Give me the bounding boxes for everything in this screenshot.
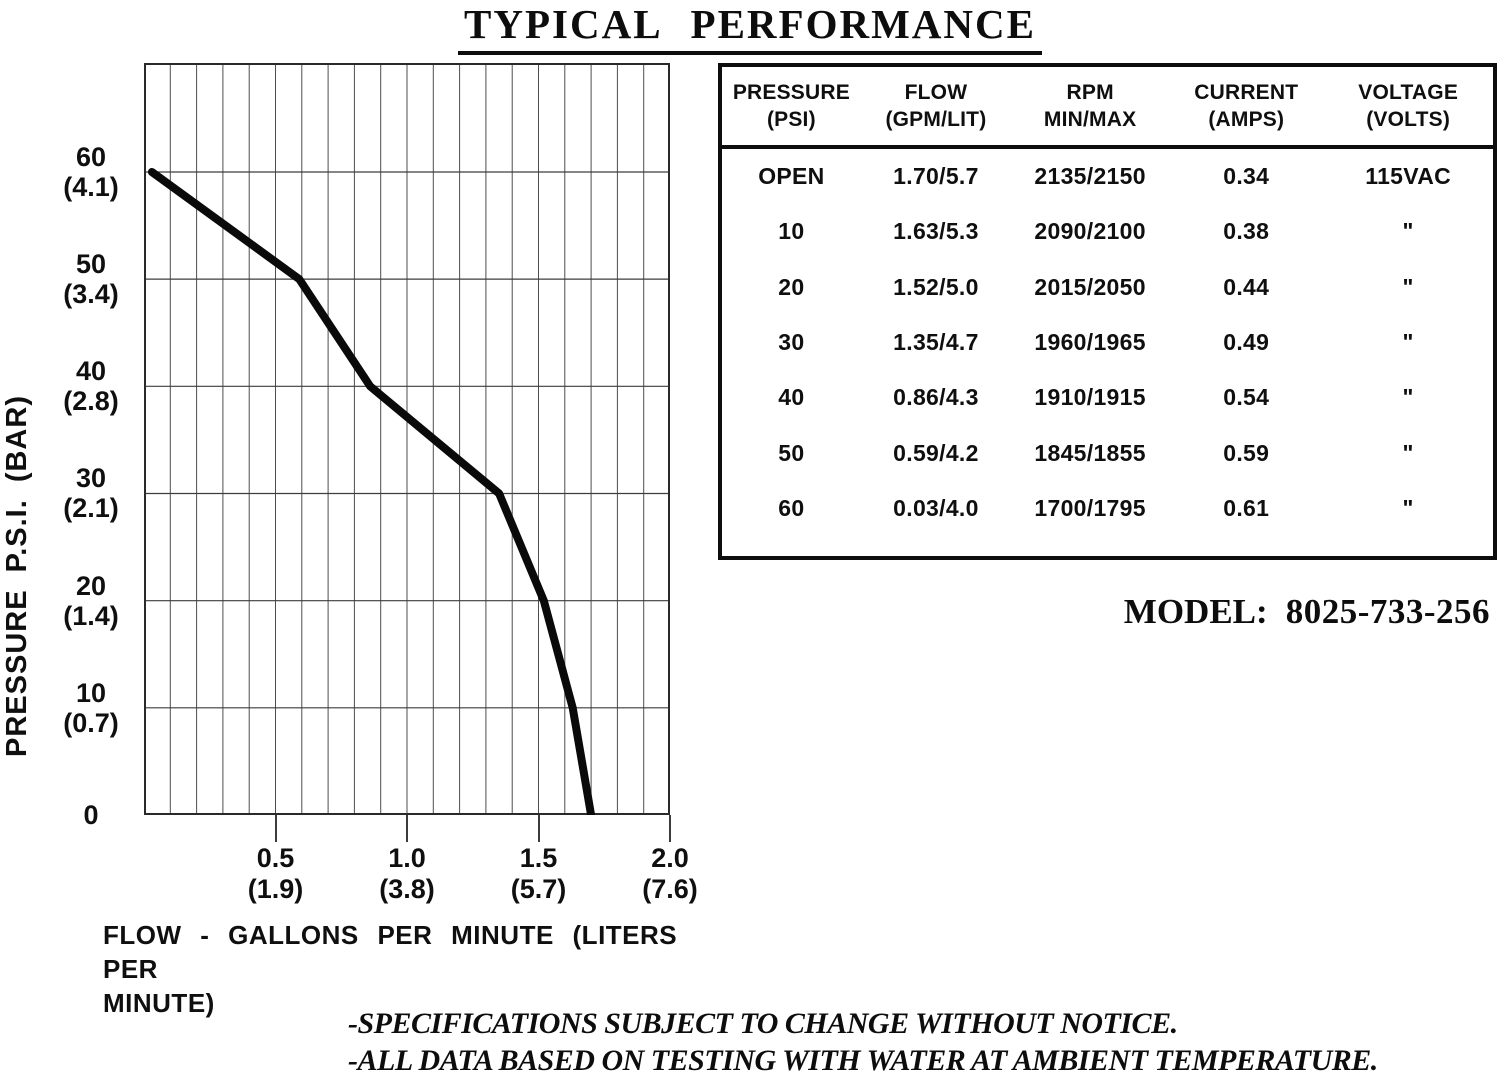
table-row: 10 1.63/5.3 2090/2100 0.38 " xyxy=(722,218,1493,245)
x-axis-title-line1: FLOW - GALLONS PER MINUTE (LITERS PER xyxy=(103,920,678,984)
table-header-row: PRESSURE (PSI) FLOW (GPM/LIT) RPM MIN/MAX CURR… xyxy=(722,67,1493,149)
table-cell: 2015/2050 xyxy=(1034,273,1146,300)
performance-table: PRESSURE (PSI) FLOW (GPM/LIT) RPM MIN/MAX CURR… xyxy=(718,63,1497,560)
table-header-cell: RPM MIN/MAX xyxy=(1043,81,1137,131)
y-axis-tick-label: 30 (2.1) xyxy=(63,463,119,524)
table-cell: 2135/2150 xyxy=(1034,163,1146,190)
page-title-wrap: TYPICAL PERFORMANCE xyxy=(0,0,1500,55)
table-cell: 0.54 xyxy=(1223,384,1270,411)
table-cell: 1960/1965 xyxy=(1034,328,1146,355)
x-axis-tick xyxy=(537,815,540,842)
x-axis-title-line2: MINUTE) xyxy=(103,988,215,1018)
model-line: MODEL: 8025-733-256 xyxy=(950,592,1490,632)
table-cell: 115VAC xyxy=(1365,163,1452,190)
x-axis-title: FLOW - GALLONS PER MINUTE (LITERS PER MI… xyxy=(103,918,683,1020)
table-row: 20 1.52/5.0 2015/2050 0.44 " xyxy=(722,274,1493,301)
table-cell: 30 xyxy=(778,328,805,355)
note-specifications: -SPECIFICATIONS SUBJECT TO CHANGE WITHOU… xyxy=(348,1007,1178,1040)
x-axis-tick-label: 0.5 (1.9) xyxy=(247,843,304,904)
table-cell: 0.61 xyxy=(1223,494,1270,521)
x-axis-tick-label: 1.5 (5.7) xyxy=(510,843,567,904)
table-cell: 0.34 xyxy=(1223,163,1270,190)
chart-plot-area xyxy=(144,63,670,815)
table-cell: 0.49 xyxy=(1223,328,1270,355)
x-axis-tick-label: 1.0 (3.8) xyxy=(379,843,435,904)
table-cell: 1.35/4.7 xyxy=(893,328,979,355)
y-axis-title: PRESSURE P.S.I. (BAR) xyxy=(1,395,33,757)
performance-chart xyxy=(144,63,670,815)
y-axis-tick-label: 10 (0.7) xyxy=(63,677,119,738)
table-cell: 1910/1915 xyxy=(1034,384,1146,411)
x-axis-tick xyxy=(669,815,671,842)
table-cell: 0.03/4.0 xyxy=(893,494,979,521)
y-axis-tick-label: 60 (4.1) xyxy=(63,141,119,202)
table-cell: " xyxy=(1402,218,1414,245)
table-header-cell: PRESSURE (PSI) xyxy=(732,81,850,131)
table-header-cell: VOLTAGE (VOLTS) xyxy=(1358,81,1459,131)
model-label: MODEL: xyxy=(1123,592,1268,631)
page-title: TYPICAL PERFORMANCE xyxy=(458,0,1042,55)
plot-border xyxy=(144,63,670,815)
performance-curve xyxy=(147,168,596,815)
table-cell: " xyxy=(1402,494,1414,521)
model-number: 8025-733-256 xyxy=(1285,592,1490,631)
table-cell: 1845/1855 xyxy=(1034,439,1146,466)
table-cell: 1.52/5.0 xyxy=(893,273,979,300)
table-row: 30 1.35/4.7 1960/1965 0.49 " xyxy=(722,329,1493,356)
table-body: OPEN 1.70/5.7 2135/2150 0.34 115VAC 10 1.63/5.… xyxy=(722,149,1493,554)
table-cell: 50 xyxy=(778,439,805,466)
table-cell: " xyxy=(1402,273,1414,300)
table-cell: 0.86/4.3 xyxy=(893,384,979,411)
table-cell: 1.70/5.7 xyxy=(893,163,979,190)
y-axis-tick-label: 50 (3.4) xyxy=(63,249,119,310)
footer-notes: -SPECIFICATIONS SUBJECT TO CHANGE WITHOU… xyxy=(348,1005,1378,1079)
table-cell: 1700/1795 xyxy=(1034,494,1146,521)
table-cell: 0.44 xyxy=(1223,273,1270,300)
table-header-cell: CURRENT (AMPS) xyxy=(1194,81,1299,131)
table-cell: " xyxy=(1402,328,1414,355)
x-axis-tick xyxy=(274,815,277,842)
x-axis-tick xyxy=(406,815,408,842)
y-axis-tick-label: 40 (2.8) xyxy=(63,356,119,417)
table-cell: 20 xyxy=(778,273,805,300)
table-cell: 0.59 xyxy=(1223,439,1270,466)
table-cell: 10 xyxy=(778,218,805,245)
table-cell: OPEN xyxy=(758,163,825,190)
x-axis-tick-label: 2.0 (7.6) xyxy=(642,843,698,904)
table-cell: " xyxy=(1402,384,1414,411)
table-cell: 1.63/5.3 xyxy=(893,218,979,245)
table-cell: 0.38 xyxy=(1223,218,1270,245)
table-row: OPEN 1.70/5.7 2135/2150 0.34 115VAC xyxy=(722,163,1493,190)
table-row: 50 0.59/4.2 1845/1855 0.59 " xyxy=(722,440,1493,467)
table-cell: " xyxy=(1402,439,1414,466)
y-axis-tick-label: 0 xyxy=(83,800,99,830)
table-cell: 60 xyxy=(778,494,805,521)
table-row: 40 0.86/4.3 1910/1915 0.54 " xyxy=(722,384,1493,411)
table-row: 60 0.03/4.0 1700/1795 0.61 " xyxy=(722,495,1493,522)
table-cell: 40 xyxy=(778,384,805,411)
y-axis-tick-label: 20 (1.4) xyxy=(63,570,119,631)
note-test-conditions: -ALL DATA BASED ON TESTING WITH WATER AT… xyxy=(348,1044,1378,1077)
table-cell: 2090/2100 xyxy=(1034,218,1146,245)
table-cell: 0.59/4.2 xyxy=(893,439,979,466)
table-header-cell: FLOW (GPM/LIT) xyxy=(885,81,987,131)
